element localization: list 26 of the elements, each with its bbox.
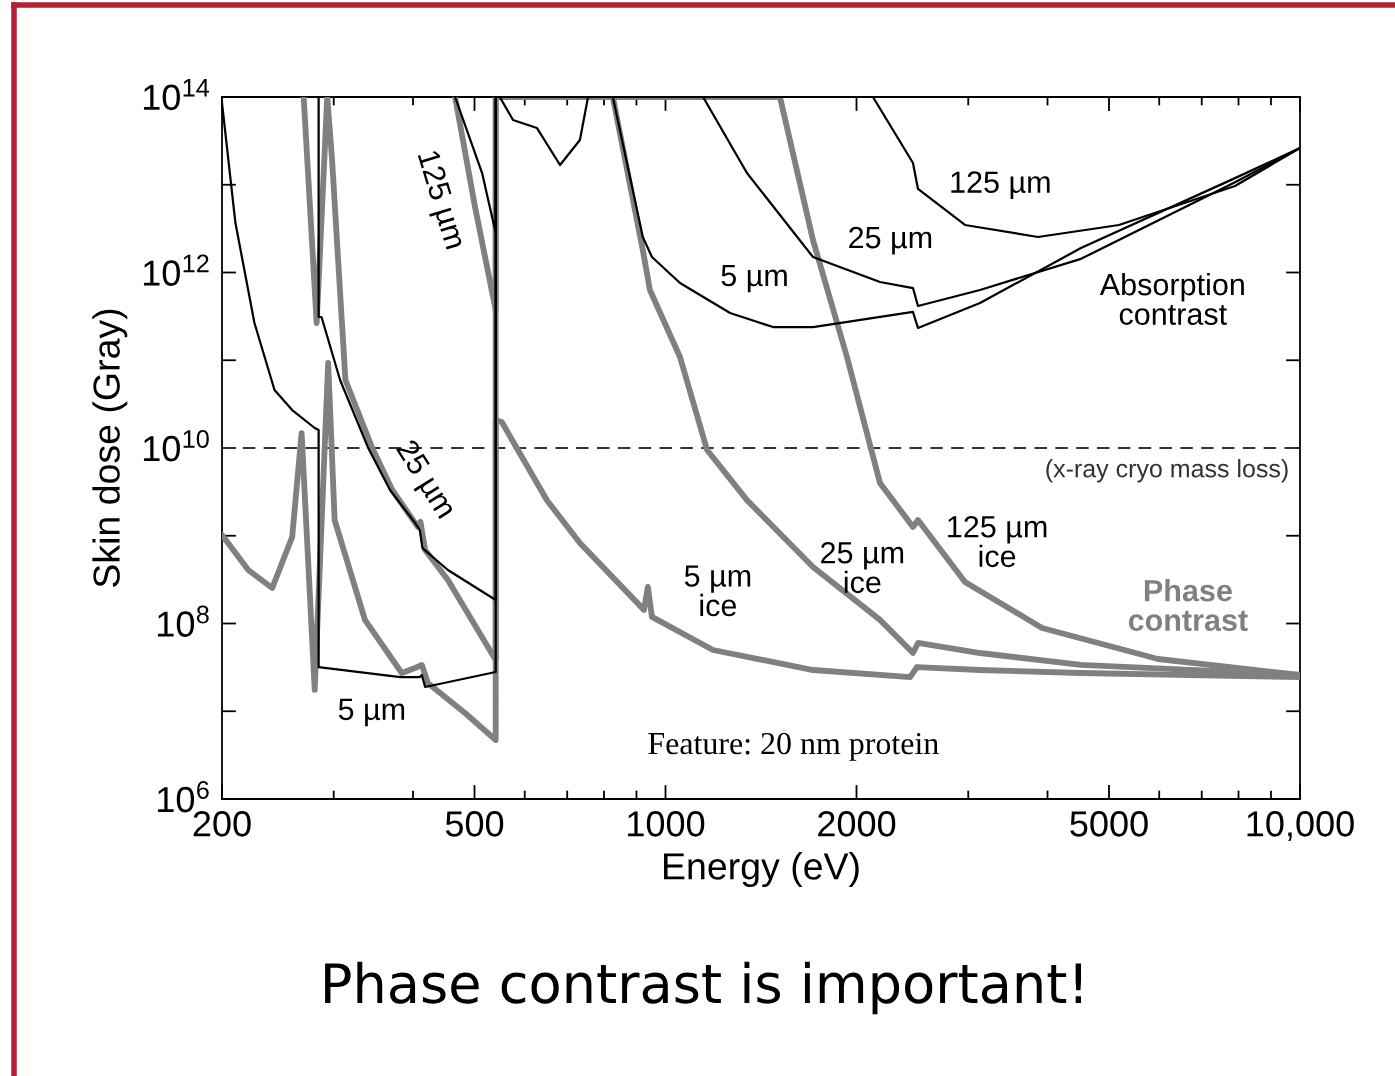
text: Phase contrast is important! xyxy=(325,961,1082,1015)
ref-line-label: (x-ray cryo mass loss) xyxy=(1046,459,1288,483)
x-tick-label: 5000 xyxy=(1070,811,1148,837)
annotation: Feature: 20 nm protein xyxy=(648,732,939,761)
annotation: Phase contrast xyxy=(1128,579,1248,632)
annotation: 125 µm xyxy=(411,149,467,252)
annotation: Absorption contrast xyxy=(1099,272,1244,325)
annotation: 25 µm ice xyxy=(821,541,904,594)
x-tick-label: 200 xyxy=(193,811,251,837)
annotation: 5 µm ice xyxy=(684,565,751,617)
x-axis-title: Energy (eV) xyxy=(664,852,859,888)
y-tick-label: 10$^{8}$ xyxy=(158,605,209,637)
annotation: 25 µm xyxy=(849,226,932,255)
x-tick-label: 500 xyxy=(445,811,504,837)
annotation: 25 µm xyxy=(390,438,458,523)
annotation: 125 µm xyxy=(951,171,1050,199)
y-axis-title: Skin dose (Gray) xyxy=(92,309,128,587)
y-tick-label: 10$^{14}$ xyxy=(143,79,210,111)
y-tick-label: 10$^{12}$ xyxy=(143,254,209,286)
x-tick-label: 10,000 xyxy=(1247,811,1354,841)
annotation: 125 µm ice xyxy=(948,515,1047,568)
annotation: 5 µm xyxy=(721,265,787,293)
y-tick-label: 10$^{10}$ xyxy=(143,430,209,462)
annotation: 5 µm xyxy=(338,698,405,727)
x-tick-label: 1000 xyxy=(628,811,705,837)
x-tick-label: 2000 xyxy=(818,811,896,837)
